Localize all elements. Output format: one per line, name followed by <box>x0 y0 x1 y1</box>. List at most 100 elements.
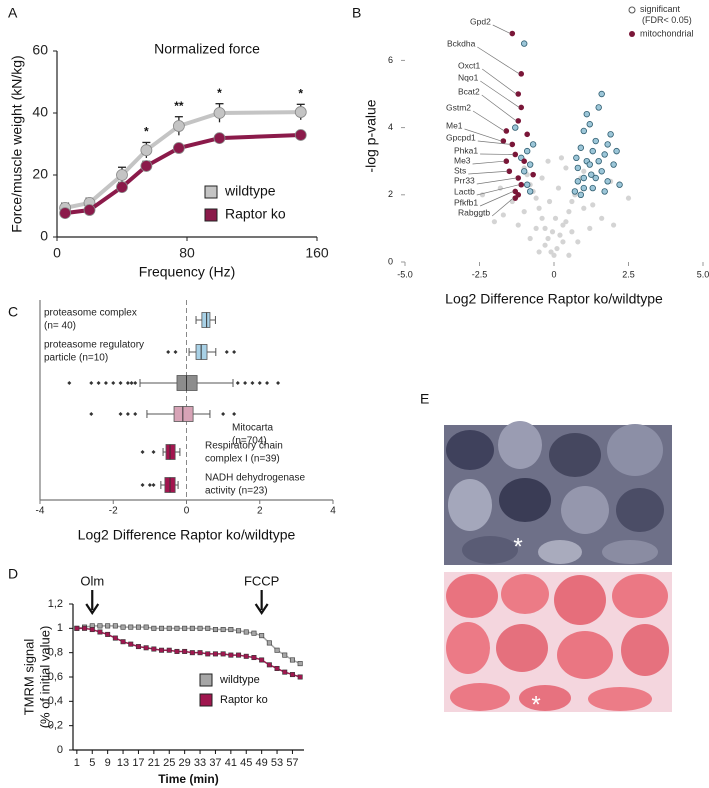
point-label: Gpd2 <box>470 16 491 26</box>
fiber <box>446 574 498 618</box>
outlier <box>67 381 72 385</box>
series-line <box>76 627 301 678</box>
x-tick-label: 0 <box>53 245 61 261</box>
point-label: Bcat2 <box>458 86 480 96</box>
point <box>592 174 599 182</box>
point <box>105 623 111 629</box>
annotation: * <box>144 125 149 139</box>
point <box>558 155 565 161</box>
histology-nadh: * <box>444 421 672 565</box>
y-tick-label: 40 <box>32 104 48 120</box>
outlier <box>243 381 248 385</box>
legend-label: wildtype <box>219 674 260 686</box>
leader-line <box>480 80 520 108</box>
point <box>552 215 559 221</box>
x-tick-label: 33 <box>194 757 206 769</box>
image-marker: * <box>531 691 540 718</box>
category-label: Mitocarta <box>232 423 274 434</box>
box <box>201 312 211 328</box>
point <box>236 652 242 658</box>
y-tick-label: 1 <box>57 622 63 634</box>
leader-line <box>491 197 514 217</box>
chart-title: Normalized force <box>154 41 260 57</box>
outlier <box>96 381 101 385</box>
x-tick-label: -4 <box>36 506 45 517</box>
point <box>112 635 118 641</box>
point <box>289 657 295 663</box>
x-axis-label: Time (min) <box>158 772 218 786</box>
point <box>589 184 596 192</box>
outlier <box>140 483 145 487</box>
point <box>545 158 551 164</box>
box <box>173 406 194 422</box>
fiber <box>607 424 663 476</box>
point <box>112 623 118 629</box>
outlier <box>276 381 281 385</box>
point <box>143 645 149 651</box>
point <box>151 646 157 652</box>
point <box>566 252 572 258</box>
x-tick-label: 4 <box>330 506 336 517</box>
point <box>294 129 307 141</box>
y-axis-label: Force/muscle weight (kN/kg) <box>9 55 25 232</box>
x-tick-label: 2 <box>257 506 263 517</box>
point <box>159 647 165 653</box>
point-label: Me3 <box>454 155 471 165</box>
point <box>539 175 545 181</box>
annotation: * <box>217 86 222 100</box>
fiber <box>554 575 606 625</box>
x-tick-label: 0 <box>551 269 556 279</box>
outlier <box>125 381 130 385</box>
y-tick-label: 0,4 <box>48 695 63 707</box>
point <box>120 639 126 645</box>
y-tick-label: 4 <box>388 122 393 132</box>
category-label: Respiratory chain <box>205 441 283 452</box>
outlier <box>125 412 130 416</box>
point <box>282 652 288 658</box>
point <box>563 219 569 225</box>
point <box>515 222 521 228</box>
point-label: Phka1 <box>454 145 478 155</box>
outlier <box>151 483 156 487</box>
point <box>601 151 608 158</box>
point <box>574 164 582 172</box>
point <box>515 91 522 97</box>
point <box>557 232 563 238</box>
outlier <box>118 412 123 416</box>
point <box>581 205 587 211</box>
fiber <box>538 540 582 564</box>
point-label: Pfkfb1 <box>454 197 478 207</box>
point <box>551 252 557 258</box>
point <box>571 188 579 195</box>
x-tick-label: 49 <box>256 757 268 769</box>
outlier <box>257 381 262 385</box>
x-tick-label: 80 <box>179 245 195 261</box>
fiber <box>616 488 664 532</box>
fiber <box>557 631 613 679</box>
point <box>598 168 605 175</box>
y-tick-label: 60 <box>32 42 48 58</box>
x-tick-label: 13 <box>117 757 129 769</box>
point <box>197 650 203 656</box>
point <box>213 107 226 119</box>
point <box>116 169 128 181</box>
leader-line <box>481 68 517 95</box>
fiber <box>462 536 518 564</box>
outlier <box>103 381 108 385</box>
fiber <box>446 622 490 674</box>
box <box>165 444 176 460</box>
point <box>128 641 134 647</box>
point <box>243 629 249 635</box>
point <box>542 225 548 231</box>
fiber <box>499 478 551 522</box>
point <box>166 647 172 653</box>
point <box>506 168 513 175</box>
panel-label: E <box>420 391 429 407</box>
point <box>83 204 96 216</box>
outlier <box>89 381 94 385</box>
point <box>586 121 593 128</box>
point-label: Me1 <box>446 120 463 130</box>
point <box>592 137 599 145</box>
